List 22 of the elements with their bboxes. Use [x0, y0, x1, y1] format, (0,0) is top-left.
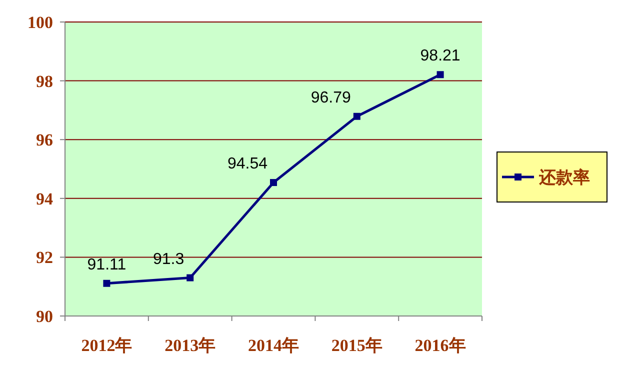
legend-label: 还款率 — [538, 168, 590, 187]
data-label: 91.11 — [87, 256, 126, 274]
x-tick-label: 2015年 — [331, 336, 382, 355]
data-label: 98.21 — [420, 48, 460, 65]
y-tick-label: 94 — [36, 189, 54, 208]
point — [103, 280, 110, 287]
x-tick-label: 2016年 — [414, 336, 466, 355]
point — [270, 179, 277, 186]
y-tick-label: 96 — [36, 130, 53, 150]
y-tick-label: 90 — [36, 307, 53, 326]
y-tick-label: 100 — [28, 13, 53, 32]
point — [436, 71, 444, 78]
x-tick-label: 2012年 — [81, 336, 132, 355]
legend: 还款率 — [496, 152, 608, 202]
data-label: 94.54 — [227, 156, 268, 173]
x-tick-label: 2014年 — [248, 336, 299, 355]
point — [353, 112, 360, 120]
data-label: 96.79 — [310, 89, 351, 106]
x-tick-label: 2013年 — [164, 336, 216, 355]
point — [186, 274, 194, 282]
y-tick-label: 92 — [36, 248, 53, 268]
y-tick-label: 98 — [36, 72, 53, 91]
